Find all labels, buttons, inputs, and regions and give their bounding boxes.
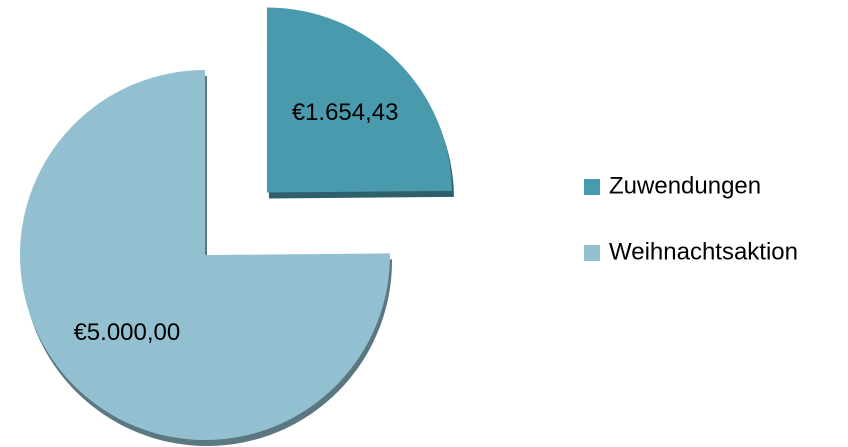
legend-label: Zuwendungen [609,172,761,199]
legend-swatch [584,179,600,195]
slices [20,7,452,441]
data-label: €5.000,00 [73,319,180,346]
slice [266,7,452,193]
data-label: €1.654,43 [292,99,399,126]
legend: Zuwendungen Weihnachtsaktion [584,172,798,265]
labels: €1.654,43 €5.000,00 [73,99,398,346]
legend-label: Weihnachtsaktion [609,238,798,265]
slice [20,70,390,441]
legend-swatch [584,245,600,261]
